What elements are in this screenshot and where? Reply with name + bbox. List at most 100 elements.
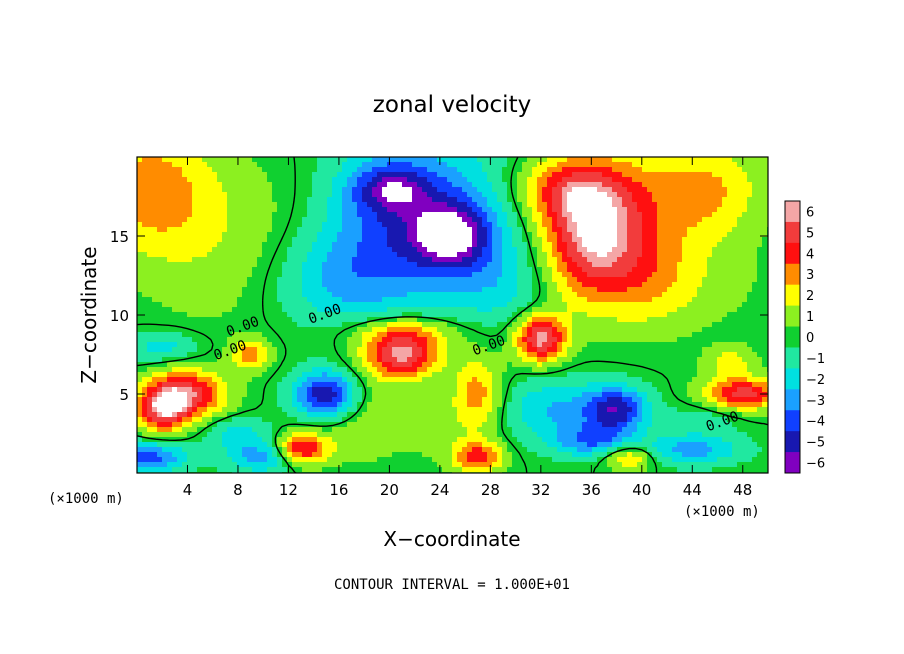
field-cell — [307, 362, 313, 368]
field-cell — [402, 457, 408, 463]
field-cell — [277, 162, 283, 168]
field-cell — [262, 277, 268, 283]
field-cell — [377, 407, 383, 413]
field-cell — [402, 247, 408, 253]
field-cell — [417, 467, 423, 473]
field-cell — [212, 232, 218, 238]
field-cell — [452, 207, 458, 213]
field-cell — [307, 452, 313, 458]
field-cell — [377, 312, 383, 318]
field-cell — [232, 187, 238, 193]
field-cell — [342, 192, 348, 198]
field-cell — [262, 167, 268, 173]
field-cell — [477, 362, 483, 368]
field-cell — [497, 342, 503, 348]
field-cell — [372, 367, 378, 373]
field-cell — [432, 362, 438, 368]
field-cell — [332, 192, 338, 198]
field-cell — [202, 217, 208, 223]
field-cell — [357, 182, 363, 188]
field-cell — [207, 392, 213, 398]
field-cell — [427, 422, 433, 428]
field-cell — [452, 257, 458, 263]
field-cell — [352, 252, 358, 258]
field-cell — [187, 232, 193, 238]
field-cell — [202, 312, 208, 318]
field-cell — [137, 402, 143, 408]
field-cell — [252, 282, 258, 288]
field-cell — [457, 372, 463, 378]
field-cell — [192, 277, 198, 283]
field-cell — [457, 237, 463, 243]
field-cell — [452, 322, 458, 328]
field-cell — [367, 432, 373, 438]
field-cell — [177, 287, 183, 293]
field-cell — [172, 462, 178, 468]
field-cell — [412, 457, 418, 463]
field-cell — [317, 362, 323, 368]
field-cell — [372, 192, 378, 198]
field-cell — [192, 427, 198, 433]
field-cell — [142, 212, 148, 218]
field-cell — [317, 442, 323, 448]
field-cell — [507, 202, 513, 208]
field-cell — [417, 297, 423, 303]
field-cell — [377, 167, 383, 173]
field-cell — [152, 402, 158, 408]
field-cell — [207, 342, 213, 348]
field-cell — [172, 432, 178, 438]
field-cell — [452, 377, 458, 383]
field-cell — [327, 322, 333, 328]
field-cell — [352, 187, 358, 193]
field-cell — [502, 177, 508, 183]
field-cell — [232, 427, 238, 433]
field-cell — [302, 222, 308, 228]
field-cell — [137, 182, 143, 188]
field-cell — [307, 432, 313, 438]
field-cell — [167, 412, 173, 418]
field-cell — [212, 437, 218, 443]
field-cell — [157, 242, 163, 248]
field-cell — [507, 247, 513, 253]
field-cell — [452, 267, 458, 273]
field-cell — [357, 162, 363, 168]
field-cell — [412, 402, 418, 408]
field-cell — [282, 212, 288, 218]
field-cell — [372, 212, 378, 218]
field-cell — [342, 187, 348, 193]
field-cell — [492, 327, 498, 333]
field-cell — [502, 457, 508, 463]
field-cell — [202, 437, 208, 443]
field-cell — [197, 367, 203, 373]
field-cell — [287, 357, 293, 363]
field-cell — [227, 347, 233, 353]
field-cell — [387, 432, 393, 438]
field-cell — [137, 157, 143, 163]
field-cell — [407, 362, 413, 368]
field-cell — [377, 287, 383, 293]
field-cell — [407, 262, 413, 268]
field-cell — [277, 217, 283, 223]
field-cell — [322, 292, 328, 298]
field-cell — [257, 237, 263, 243]
field-cell — [292, 457, 298, 463]
field-cell — [417, 332, 423, 338]
field-cell — [472, 462, 478, 468]
field-cell — [507, 287, 513, 293]
field-cell — [222, 267, 228, 273]
field-cell — [477, 267, 483, 273]
field-cell — [332, 312, 338, 318]
field-cell — [217, 397, 223, 403]
field-cell — [362, 282, 368, 288]
field-cell — [167, 247, 173, 253]
field-cell — [262, 332, 268, 338]
field-cell — [477, 237, 483, 243]
field-cell — [267, 467, 273, 473]
field-cell — [522, 257, 528, 263]
field-cell — [447, 427, 453, 433]
field-cell — [382, 407, 388, 413]
field-cell — [302, 412, 308, 418]
field-cell — [402, 237, 408, 243]
field-cell — [202, 272, 208, 278]
field-cell — [252, 277, 258, 283]
